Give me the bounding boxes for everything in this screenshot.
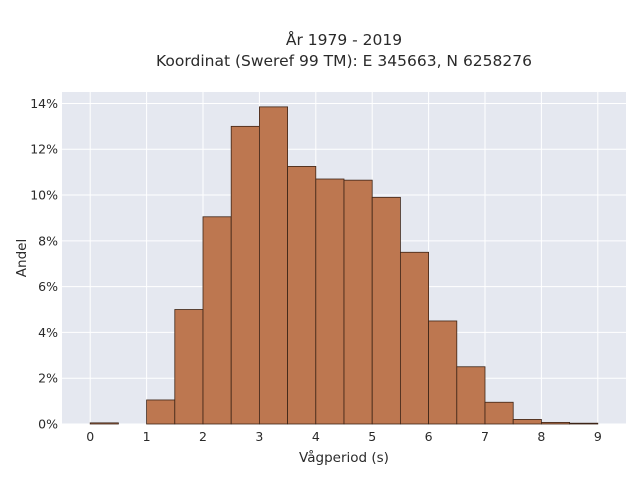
histogram-bar	[89, 422, 119, 425]
y-tick-label: 0%	[38, 417, 58, 432]
chart-title-line2: Koordinat (Sweref 99 TM): E 345663, N 62…	[156, 52, 532, 70]
histogram-bar	[315, 178, 345, 425]
x-tick-label: 4	[312, 429, 320, 444]
histogram-bar	[343, 179, 373, 425]
y-tick-label: 8%	[38, 233, 58, 248]
histogram-bar	[202, 216, 232, 425]
histogram-bar	[399, 251, 429, 425]
x-tick-label: 5	[368, 429, 376, 444]
y-axis-ticks: 0% 2% 4% 6% 8% 10% 12% 14%	[30, 96, 58, 432]
histogram-bar	[569, 422, 599, 425]
x-axis-label: Vågperiod (s)	[299, 449, 389, 466]
x-axis-ticks: 0 1 2 3 4 5 6 7 8 9	[86, 429, 602, 444]
histogram-bar	[174, 309, 204, 425]
y-tick-label: 14%	[30, 96, 58, 111]
histogram-bar	[146, 399, 176, 425]
y-axis-label: Andel	[14, 239, 30, 277]
x-tick-label: 1	[143, 429, 151, 444]
histogram-bar	[371, 196, 401, 425]
y-tick-label: 2%	[38, 371, 58, 386]
x-tick-label: 3	[255, 429, 263, 444]
y-tick-label: 10%	[30, 188, 58, 203]
histogram-bar	[287, 166, 317, 425]
histogram-bar	[484, 401, 514, 425]
chart-title-line1: År 1979 - 2019	[286, 30, 402, 49]
x-tick-label: 6	[425, 429, 433, 444]
histogram-bar	[428, 320, 458, 425]
y-tick-label: 6%	[38, 279, 58, 294]
bars	[89, 106, 599, 425]
x-tick-label: 0	[86, 429, 94, 444]
x-tick-label: 8	[537, 429, 545, 444]
histogram-bar	[258, 106, 288, 425]
histogram-bar	[456, 366, 486, 425]
histogram-bar	[541, 421, 571, 425]
x-tick-label: 2	[199, 429, 207, 444]
x-tick-label: 9	[594, 429, 602, 444]
y-tick-label: 4%	[38, 325, 58, 340]
x-tick-label: 7	[481, 429, 489, 444]
histogram-bar	[230, 125, 260, 425]
y-tick-label: 12%	[30, 142, 58, 157]
histogram-bar	[512, 419, 542, 425]
